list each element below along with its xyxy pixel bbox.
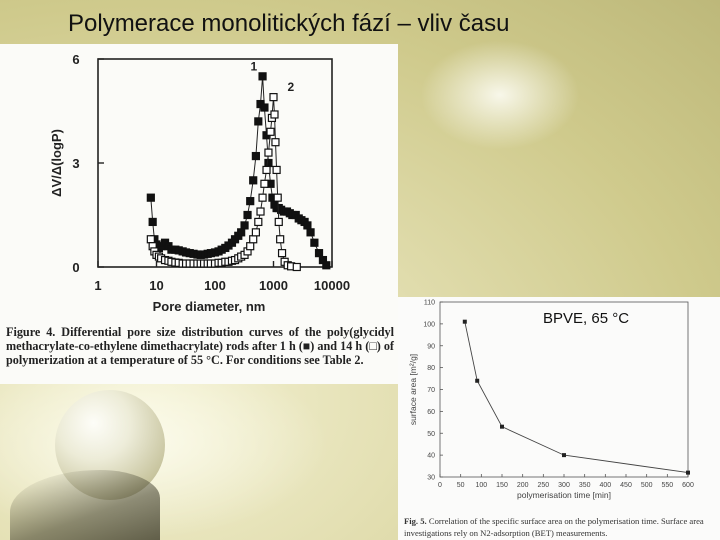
series-1-point bbox=[310, 238, 319, 247]
y-tick-label: 70 bbox=[427, 387, 435, 394]
x-tick-label: 150 bbox=[496, 482, 508, 489]
series-2-point bbox=[262, 165, 271, 175]
series-1-point bbox=[303, 221, 312, 230]
y-tick-label: 6 bbox=[72, 52, 79, 67]
series-2-point bbox=[260, 179, 269, 188]
series-2-point bbox=[274, 217, 283, 227]
plot-frame bbox=[97, 58, 333, 268]
pore-distribution-chart: 1 10 100 1000 10000 0 3 6 Pore diameter, nm ΔV/Δ(… bbox=[49, 52, 350, 314]
series-label: 1 bbox=[251, 59, 258, 73]
series-2-point bbox=[270, 110, 279, 119]
figure2-caption-text: Correlation of the specific surface area… bbox=[404, 516, 704, 538]
y-tick-label: 90 bbox=[427, 343, 435, 350]
series-1-point bbox=[243, 210, 252, 220]
y-tick-label: 60 bbox=[427, 409, 435, 416]
series-2-point bbox=[292, 262, 301, 272]
x-tick-label: 10 bbox=[149, 278, 163, 293]
series-1-point bbox=[314, 249, 324, 258]
figure-surface-area: 0 50 100 150 200 250 300 350 400 450 500 550 600 30 40… bbox=[398, 297, 720, 540]
y-tick-label: 3 bbox=[72, 156, 79, 171]
y-axis-label: ΔV/Δ(logP) bbox=[49, 129, 64, 197]
x-tick-label: 50 bbox=[457, 482, 465, 489]
series-2-point bbox=[266, 127, 275, 136]
condition-label: BPVE, 65 °C bbox=[543, 310, 630, 327]
series-2-point bbox=[258, 193, 267, 202]
x-axis-label: polymerisation time [min] bbox=[517, 490, 611, 500]
series-label: 2 bbox=[288, 80, 295, 94]
y-tick-label: 40 bbox=[427, 453, 435, 460]
figure2-caption-label: Fig. 5. bbox=[404, 516, 427, 526]
series-2-point bbox=[276, 235, 285, 244]
figure1-caption-label: Figure 4. bbox=[6, 325, 56, 339]
series-2-point bbox=[272, 165, 281, 175]
x-tick-label: 350 bbox=[579, 482, 591, 489]
background-highlight bbox=[420, 40, 580, 150]
x-tick-label: 0 bbox=[438, 482, 442, 489]
x-tick-label: 250 bbox=[537, 482, 549, 489]
series-1-point bbox=[146, 193, 155, 202]
x-tick-label: 1000 bbox=[259, 278, 288, 293]
x-tick-label: 600 bbox=[682, 482, 694, 489]
series-2-point bbox=[271, 138, 280, 147]
data-point bbox=[686, 470, 690, 475]
x-axis-label: Pore diameter, nm bbox=[153, 299, 266, 314]
x-tick-label: 100 bbox=[204, 278, 226, 293]
series-1-point bbox=[237, 228, 246, 237]
y-tick-label: 50 bbox=[427, 431, 435, 438]
data-point bbox=[475, 378, 480, 383]
x-tick-label: 10000 bbox=[314, 278, 350, 293]
y-tick-label: 110 bbox=[424, 300, 435, 307]
x-tick-label: 100 bbox=[475, 482, 487, 489]
x-tick-label: 500 bbox=[641, 482, 653, 489]
series-1-point bbox=[246, 197, 255, 206]
series-2-point bbox=[251, 228, 260, 237]
y-tick-label: 100 bbox=[423, 321, 435, 328]
figure-pore-distribution: 1 10 100 1000 10000 0 3 6 Pore diameter, nm ΔV/Δ(… bbox=[0, 44, 398, 384]
y-tick-label: 30 bbox=[427, 475, 435, 482]
series-2-point bbox=[277, 249, 287, 258]
series-1-point bbox=[254, 117, 263, 126]
data-point bbox=[562, 453, 566, 458]
hand-image bbox=[10, 470, 160, 540]
series-2-line bbox=[150, 97, 297, 268]
y-axis-label: surface area [m²/g] bbox=[408, 354, 418, 425]
figure1-caption-text: Differential pore size distribution curv… bbox=[6, 325, 394, 367]
series-2-point bbox=[273, 193, 282, 202]
series-2-point bbox=[254, 217, 263, 227]
series-1-point bbox=[306, 228, 315, 237]
slide-title: Polymerace monolitických fází – vliv čas… bbox=[68, 10, 510, 37]
plot-frame bbox=[439, 301, 689, 478]
data-point bbox=[500, 424, 504, 429]
figure1-caption: Figure 4. Differential pore size distrib… bbox=[6, 325, 394, 367]
series-1-point bbox=[264, 158, 273, 168]
series-line bbox=[464, 321, 689, 474]
series-1-point bbox=[258, 72, 267, 81]
series-1-point bbox=[240, 221, 249, 230]
series-1-point bbox=[251, 151, 260, 161]
x-tick-label: 450 bbox=[620, 482, 632, 489]
series-2-point bbox=[256, 207, 265, 216]
series-1-point bbox=[322, 261, 331, 270]
series-1-point bbox=[260, 103, 269, 112]
figure2-caption: Fig. 5. Correlation of the specific surf… bbox=[404, 515, 716, 539]
x-tick-label: 1 bbox=[94, 278, 101, 293]
x-tick-label: 550 bbox=[661, 482, 673, 489]
series-2-point bbox=[146, 235, 155, 244]
x-tick-label: 400 bbox=[599, 482, 611, 489]
series-1-point bbox=[148, 217, 157, 227]
series-2-point bbox=[246, 242, 255, 251]
surface-area-chart: 0 50 100 150 200 250 300 350 400 450 500 550 600 30 40… bbox=[408, 300, 694, 501]
x-tick-label: 200 bbox=[517, 482, 529, 489]
y-tick-label: 80 bbox=[427, 365, 435, 372]
series-1-point bbox=[249, 176, 258, 185]
x-tick-label: 300 bbox=[558, 482, 570, 489]
data-point bbox=[462, 319, 467, 324]
series-2-point bbox=[264, 148, 273, 157]
series-2-point bbox=[269, 93, 278, 102]
series-2-point bbox=[249, 235, 258, 244]
y-tick-label: 0 bbox=[72, 260, 79, 275]
